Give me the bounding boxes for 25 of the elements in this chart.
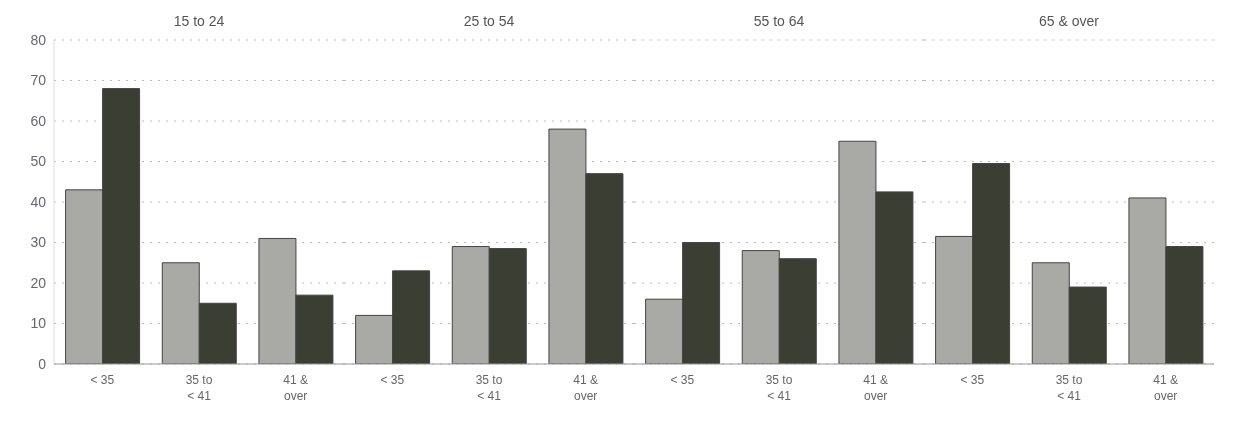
chart-title: 15 to 24 <box>173 13 225 29</box>
x-tick-label: 35 to < 41 <box>185 373 213 403</box>
chart-title: 65 & over <box>1038 12 1100 31</box>
x-tick-label: < 35 <box>90 373 115 387</box>
y-tick-label: 60 <box>30 112 47 129</box>
x-tick-label: 35 to < 41 <box>475 373 503 403</box>
x-tick-label: 35 to < 41 <box>765 373 793 403</box>
x-tick-label: 41 & over <box>1153 373 1179 403</box>
y-tick-label: 40 <box>30 193 47 210</box>
y-tick-label: 80 <box>30 31 47 48</box>
x-tick-label: 35 to < 41 <box>1055 373 1083 403</box>
chart-title: 25 to 54 <box>462 12 516 31</box>
x-tick-label: 41 & over <box>283 373 309 403</box>
chart-title: 55 to 64 <box>752 12 806 31</box>
y-tick-label: 0 <box>38 355 47 372</box>
y-tick-label: 50 <box>30 153 47 170</box>
y-tick-label: 70 <box>30 72 47 89</box>
x-tick-label: < 35 <box>670 373 695 387</box>
x-tick-label: 41 & over <box>573 373 599 403</box>
y-tick-label: 10 <box>30 315 47 332</box>
x-tick-label: < 35 <box>380 373 405 387</box>
y-tick-label: 30 <box>30 234 47 251</box>
y-tick-label: 20 <box>30 274 47 291</box>
x-tick-label: 41 & over <box>863 373 889 403</box>
x-tick-label: < 35 <box>960 373 985 387</box>
